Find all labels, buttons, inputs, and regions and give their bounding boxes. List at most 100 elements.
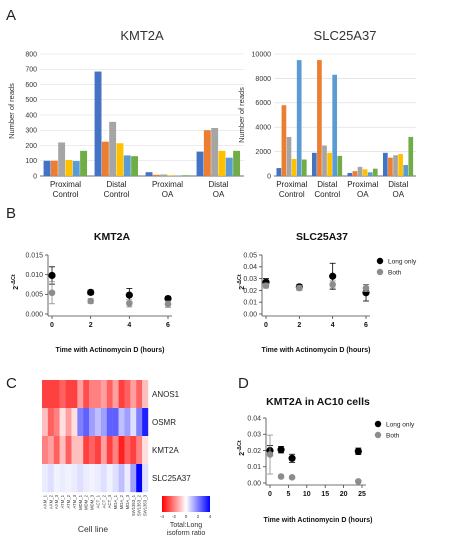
heatmap-cell bbox=[71, 408, 78, 437]
kmt2a-reads-bar-chart: KMT2A Number of reads 0 100 200 300 400 500 60… bbox=[7, 28, 244, 199]
column-label: SW1353_1 bbox=[131, 494, 136, 516]
legend-marker bbox=[376, 257, 384, 265]
y-axis-label-exponent: -ΔCt bbox=[237, 274, 243, 286]
x-tick-label: Control bbox=[104, 190, 130, 199]
row-label: ANOS1 bbox=[152, 390, 180, 399]
y-axis-label-base: 2 bbox=[239, 286, 246, 290]
x-tick-label: OA bbox=[357, 190, 369, 199]
heatmap-cell bbox=[100, 408, 107, 437]
x-axis-label: Cell line bbox=[78, 524, 109, 534]
heatmap-cell bbox=[83, 380, 90, 409]
y-tick-label: 10000 bbox=[252, 51, 272, 58]
x-tick-label: 25 bbox=[358, 491, 366, 498]
colorbar-tick-label: 2 bbox=[197, 514, 200, 519]
heatmap-cell bbox=[142, 408, 149, 437]
y-tick-label: 0 bbox=[267, 173, 271, 180]
x-tick-label: 20 bbox=[340, 491, 348, 498]
bar bbox=[352, 171, 358, 176]
x-tick-label: 6 bbox=[166, 322, 170, 329]
bar bbox=[58, 142, 66, 176]
kmt2a-decay-chart: KMT2A Time with Actinomycin D (hours) 2-… bbox=[11, 231, 172, 354]
heatmap-cell bbox=[100, 380, 107, 409]
legend-label: Long only bbox=[386, 421, 415, 428]
data-point bbox=[362, 284, 370, 292]
heatmap-cell bbox=[136, 408, 143, 437]
bar bbox=[218, 150, 226, 176]
heatmap-cell bbox=[83, 464, 90, 493]
y-tick-label: 4000 bbox=[255, 125, 271, 132]
bar bbox=[167, 175, 175, 176]
heatmap-cell bbox=[95, 464, 102, 493]
bar bbox=[94, 71, 102, 176]
column-label: MDA_3 bbox=[125, 494, 130, 509]
data-point bbox=[288, 454, 296, 462]
y-axis-label: Number of reads bbox=[237, 87, 246, 143]
slc25a37-decay-chart: SLC25A37 Time with Actinomycin D (hours)… bbox=[237, 231, 417, 354]
y-tick-label: 400 bbox=[25, 112, 37, 119]
y-tick-label: 0.015 bbox=[25, 252, 43, 259]
y-tick-label: 0.03 bbox=[243, 276, 257, 283]
kmt2a-ac10-decay-chart: KMT2A in AC10 cells Time with Actinomyci… bbox=[237, 396, 415, 524]
heatmap-cell bbox=[136, 464, 143, 493]
y-tick-label: 0 bbox=[33, 173, 37, 180]
bar bbox=[233, 150, 241, 176]
bar bbox=[301, 159, 307, 176]
bar bbox=[145, 172, 153, 176]
x-axis-label: Time with Actinomycin D (hours) bbox=[264, 517, 373, 524]
legend-marker bbox=[374, 431, 382, 439]
y-tick-label: 0.02 bbox=[247, 448, 261, 455]
y-tick-label: 600 bbox=[25, 82, 37, 89]
x-tick-label: 5 bbox=[286, 491, 290, 498]
bar bbox=[182, 175, 190, 176]
panel-label-d: D bbox=[238, 375, 249, 392]
x-tick-label: Proximal bbox=[347, 180, 378, 189]
column-label: MDA_2 bbox=[119, 494, 124, 509]
chart-title: SLC25A37 bbox=[314, 28, 377, 43]
x-tick-label: Proximal bbox=[50, 180, 81, 189]
data-point bbox=[266, 451, 274, 458]
bar bbox=[123, 155, 131, 176]
x-tick-label: OA bbox=[213, 190, 225, 199]
chart-title: KMT2A bbox=[94, 231, 131, 243]
colorbar-label: Total:Long bbox=[170, 522, 202, 529]
heatmap-cell bbox=[59, 408, 66, 437]
bar bbox=[109, 121, 117, 176]
heatmap-cell bbox=[53, 464, 60, 493]
data-point bbox=[354, 447, 362, 455]
bar bbox=[337, 155, 343, 176]
heatmap-cell bbox=[95, 436, 102, 465]
y-axis-label: 2-ΔCt bbox=[237, 274, 246, 290]
chart-title: KMT2A bbox=[120, 28, 164, 43]
bar bbox=[393, 155, 398, 176]
y-tick-label: 500 bbox=[25, 97, 37, 104]
data-point bbox=[329, 281, 336, 288]
bar bbox=[211, 127, 219, 176]
heatmap-cell bbox=[118, 436, 125, 465]
heatmap-cell bbox=[83, 408, 90, 437]
bar bbox=[362, 169, 368, 176]
data-point bbox=[125, 291, 133, 299]
heatmap-cell bbox=[77, 436, 84, 465]
x-tick-label: 0 bbox=[268, 491, 272, 498]
bar bbox=[372, 168, 378, 176]
y-tick-label: 0.005 bbox=[25, 292, 43, 299]
data-point bbox=[87, 288, 95, 296]
heatmap-cell bbox=[130, 464, 137, 493]
data-point bbox=[288, 474, 296, 481]
bar bbox=[72, 161, 80, 176]
x-tick-label: 4 bbox=[331, 322, 335, 329]
bar bbox=[65, 159, 73, 176]
column-label: ACT_3 bbox=[107, 494, 112, 508]
legend-marker bbox=[374, 420, 382, 428]
heatmap-cell bbox=[142, 436, 149, 465]
bar bbox=[152, 174, 160, 176]
heatmap-cell bbox=[95, 408, 102, 437]
bar bbox=[80, 150, 88, 176]
y-tick-label: 6000 bbox=[255, 100, 271, 107]
heatmap-cell bbox=[77, 464, 84, 493]
heatmap-cell bbox=[124, 380, 131, 409]
x-tick-label: 6 bbox=[364, 322, 368, 329]
bar bbox=[286, 136, 292, 176]
